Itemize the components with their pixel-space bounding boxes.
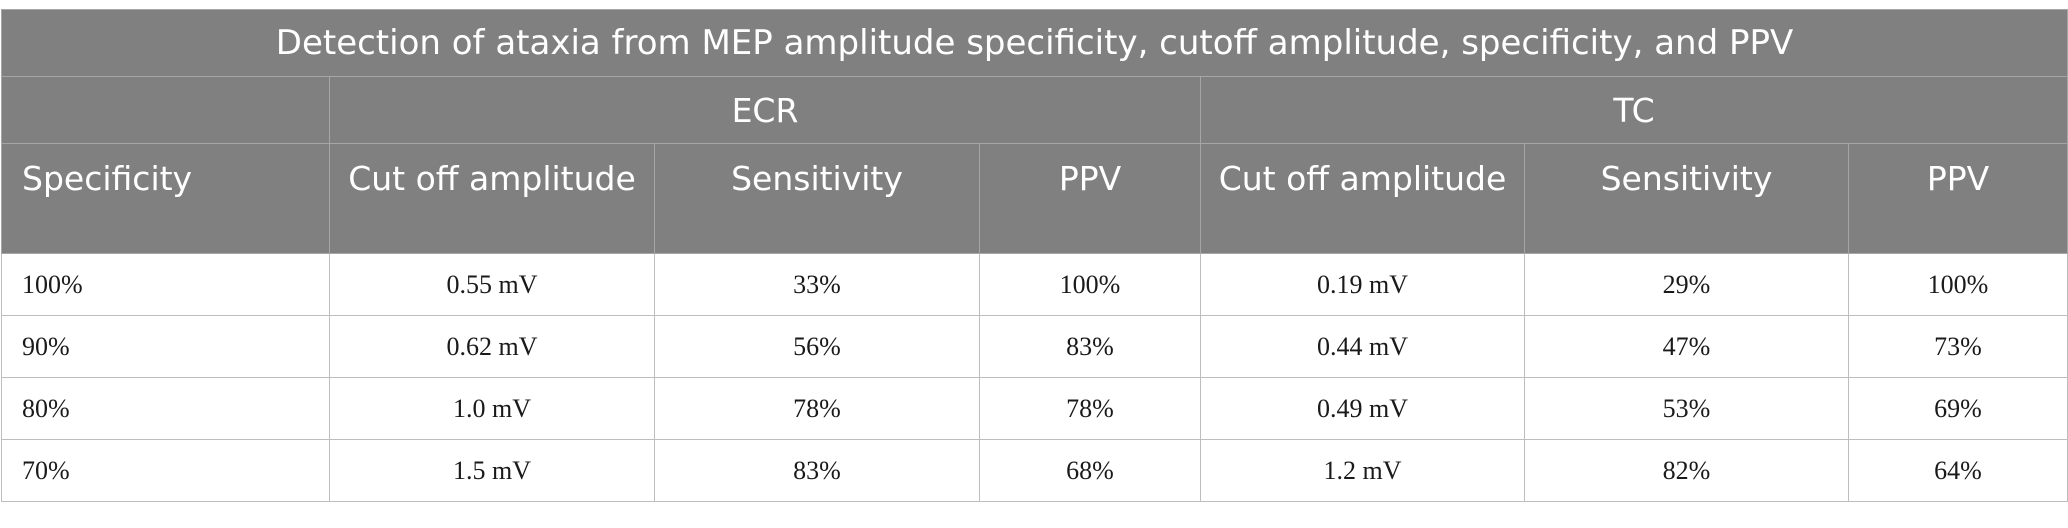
cell-specificity: 100% xyxy=(1,253,330,316)
cell-tc-ppv: 64% xyxy=(1847,439,2068,502)
cell-tc-cutoff: 0.49 mV xyxy=(1200,377,1525,440)
cell-tc-sensitivity: 47% xyxy=(1524,315,1849,378)
group-header-empty xyxy=(1,76,330,144)
cell-ecr-cutoff: 1.5 mV xyxy=(329,439,655,502)
cell-ecr-cutoff: 0.62 mV xyxy=(329,315,655,378)
cell-ecr-sensitivity: 56% xyxy=(654,315,980,378)
cell-ecr-ppv: 68% xyxy=(979,439,1201,502)
cell-tc-sensitivity: 29% xyxy=(1524,253,1849,316)
table-row: 80% 1.0 mV 78% 78% 0.49 mV 53% 69% xyxy=(1,377,2068,440)
cell-tc-ppv: 100% xyxy=(1847,253,2068,316)
cell-specificity: 80% xyxy=(1,377,330,440)
group-header-tc: TC xyxy=(1199,76,2068,144)
column-header-ecr-cutoff: Cut off amplitude xyxy=(329,143,655,254)
table-row: 70% 1.5 mV 83% 68% 1.2 mV 82% 64% xyxy=(1,439,2068,502)
column-header-ecr-ppv: PPV xyxy=(979,143,1201,254)
column-header-row: Specificity Cut off amplitude Sensitivit… xyxy=(1,143,2068,254)
ataxia-detection-table-container: Detection of ataxia from MEP amplitude s… xyxy=(0,9,2068,502)
cell-tc-cutoff: 0.19 mV xyxy=(1200,253,1525,316)
cell-ecr-cutoff: 1.0 mV xyxy=(329,377,655,440)
group-header-row: ECR TC xyxy=(1,76,2068,144)
cell-ecr-ppv: 78% xyxy=(979,377,1201,440)
cell-specificity: 70% xyxy=(1,439,330,502)
column-header-tc-cutoff: Cut off amplitude xyxy=(1200,143,1525,254)
cell-ecr-cutoff: 0.55 mV xyxy=(329,253,655,316)
cell-tc-sensitivity: 82% xyxy=(1524,439,1849,502)
table-row: 90% 0.62 mV 56% 83% 0.44 mV 47% 73% xyxy=(1,315,2068,378)
cell-ecr-sensitivity: 83% xyxy=(654,439,980,502)
cell-specificity: 90% xyxy=(1,315,330,378)
cell-tc-ppv: 73% xyxy=(1847,315,2068,378)
column-header-ecr-sensitivity: Sensitivity xyxy=(654,143,980,254)
column-header-tc-ppv: PPV xyxy=(1847,143,2068,254)
cell-ecr-ppv: 83% xyxy=(979,315,1201,378)
table-row: 100% 0.55 mV 33% 100% 0.19 mV 29% 100% xyxy=(1,253,2068,316)
group-header-ecr: ECR xyxy=(329,76,1201,144)
table-title-row: Detection of ataxia from MEP amplitude s… xyxy=(0,9,2068,77)
cell-tc-sensitivity: 53% xyxy=(1524,377,1849,440)
column-header-specificity: Specificity xyxy=(1,143,330,254)
table-title: Detection of ataxia from MEP amplitude s… xyxy=(0,9,2068,77)
cell-ecr-sensitivity: 78% xyxy=(654,377,980,440)
cell-tc-ppv: 69% xyxy=(1847,377,2068,440)
cell-ecr-ppv: 100% xyxy=(979,253,1201,316)
ataxia-detection-table: Detection of ataxia from MEP amplitude s… xyxy=(0,9,2068,502)
column-header-tc-sensitivity: Sensitivity xyxy=(1524,143,1849,254)
cell-tc-cutoff: 0.44 mV xyxy=(1200,315,1525,378)
cell-tc-cutoff: 1.2 mV xyxy=(1200,439,1525,502)
cell-ecr-sensitivity: 33% xyxy=(654,253,980,316)
